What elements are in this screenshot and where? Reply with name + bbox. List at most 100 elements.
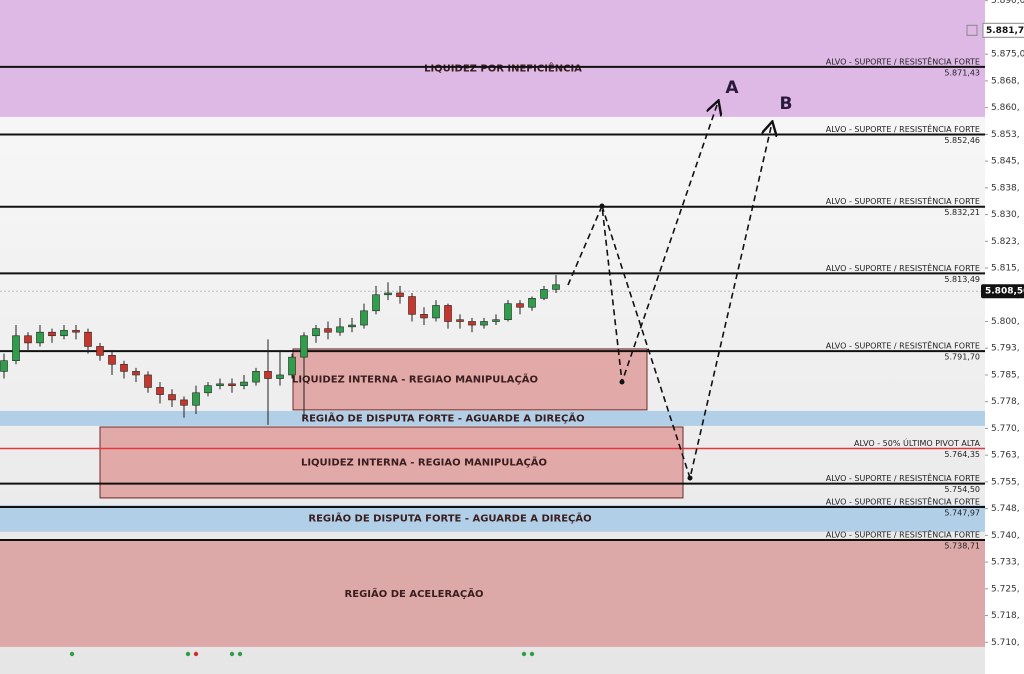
candle-body: [408, 296, 416, 315]
zone: [292, 348, 648, 411]
candle-body: [48, 331, 56, 337]
candle-body: [276, 374, 284, 379]
y-tick-label: 5.800,: [991, 317, 1020, 327]
candle-body: [204, 385, 212, 394]
zone-label: REGIÃO DE ACELERAÇÃO: [345, 587, 484, 600]
candle-body: [156, 387, 164, 395]
zone: [0, 0, 985, 117]
level-label: ALVO - SUPORTE / RESISTÊNCIA FORTE: [826, 528, 980, 539]
candle-body: [228, 383, 236, 386]
zone: [0, 410, 985, 426]
candle-body: [312, 328, 320, 337]
zone-label: LIQUIDEZ INTERNA - REGIAO MANIPULAÇÃO: [292, 372, 538, 385]
y-tick-label: 5.740,: [991, 531, 1020, 541]
level-label: ALVO - SUPORTE / RESISTÊNCIA FORTE: [826, 472, 980, 483]
annotation: A: [725, 78, 739, 98]
candle-body: [120, 363, 128, 372]
zone-label: REGIÃO DE DISPUTA FORTE - AGUARDE A DIRE…: [301, 411, 584, 424]
pivot-dot: [599, 203, 605, 209]
level-price: 5.747,97: [944, 508, 980, 517]
signal-dot: [69, 651, 75, 657]
level-label: ALVO - SUPORTE / RESISTÊNCIA FORTE: [826, 55, 980, 66]
candle-body: [36, 331, 44, 344]
level-label: ALVO - SUPORTE / RESISTÊNCIA FORTE: [826, 195, 980, 206]
candle-body: [444, 305, 452, 322]
signal-dot: [185, 651, 191, 657]
candle-body: [300, 335, 308, 358]
level-label: ALVO - SUPORTE / RESISTÊNCIA FORTE: [826, 495, 980, 506]
y-tick-label: 5.868,: [991, 76, 1020, 86]
candle-body: [24, 335, 32, 344]
level-label: ALVO - SUPORTE / RESISTÊNCIA FORTE: [826, 340, 980, 351]
y-tick-label: 5.853,: [991, 130, 1020, 140]
zone: [99, 426, 684, 499]
candle-body: [432, 305, 440, 319]
level-label: ALVO - SUPORTE / RESISTÊNCIA FORTE: [826, 123, 980, 134]
y-tick-label: 5.778,: [991, 397, 1020, 407]
candle-body: [60, 330, 68, 337]
candle-body: [0, 360, 8, 372]
y-tick-label: 5.815,: [991, 264, 1020, 274]
pivot-dot: [619, 379, 625, 385]
candle-body: [492, 319, 500, 322]
candle-body: [528, 298, 536, 308]
candle-body: [132, 371, 140, 376]
candle-body: [72, 330, 80, 333]
y-tick-label: 5.763,: [991, 451, 1020, 461]
candle-body: [144, 374, 152, 388]
candle-body: [384, 292, 392, 296]
candle-body: [468, 321, 476, 326]
candle-body: [108, 355, 116, 365]
candle-body: [504, 303, 512, 321]
candle-body: [360, 310, 368, 326]
y-tick-label: 5.725,: [991, 584, 1020, 594]
candle-body: [96, 346, 104, 356]
candle-body: [180, 399, 188, 406]
crosshair-icon: [966, 24, 978, 36]
candle-body: [324, 328, 332, 333]
candle-body: [420, 314, 428, 319]
current-price-label: 5.808,50: [985, 287, 1024, 297]
zone: [0, 541, 985, 647]
candle-body: [396, 292, 404, 297]
signal-dot: [529, 651, 535, 657]
candle-body: [168, 394, 176, 401]
y-tick-label: 5.823,: [991, 237, 1020, 247]
y-tick-label: 5.890,0: [991, 0, 1024, 6]
projection: [567, 102, 772, 481]
level-price: 5.791,70: [944, 353, 980, 362]
candle-body: [372, 294, 380, 312]
signal-dots: [69, 651, 535, 657]
candle-body: [252, 371, 260, 383]
level-price: 5.754,50: [944, 485, 980, 494]
level-price: 5.813,49: [944, 275, 980, 284]
y-tick-label: 5.845,: [991, 157, 1020, 167]
projection-path-a: [567, 102, 718, 383]
y-tick-label: 5.733,: [991, 558, 1020, 568]
signal-dot: [229, 651, 235, 657]
signal-dot: [193, 651, 199, 657]
level-label: ALVO - 50% ÚLTIMO PIVOT ALTA: [854, 437, 981, 448]
y-tick-label: 5.718,: [991, 611, 1020, 621]
candle-body: [456, 319, 464, 322]
candle-body: [192, 392, 200, 406]
candle-body: [516, 303, 524, 308]
price-axis-background: [985, 0, 1024, 674]
candle-body: [480, 321, 488, 326]
candle-body: [264, 371, 272, 379]
candle-body: [240, 381, 248, 386]
y-tick-label: 5.830,: [991, 210, 1020, 220]
zone-label: REGIÃO DE DISPUTA FORTE - AGUARDE A DIRE…: [308, 511, 591, 524]
y-tick-label: 5.793,: [991, 344, 1020, 354]
candle-body: [216, 383, 224, 386]
y-tick-label: 5.838,: [991, 183, 1020, 193]
candle-body: [348, 324, 356, 328]
crosshair-price-label: 5.881,7: [986, 26, 1024, 36]
y-tick-label: 5.748,: [991, 504, 1020, 514]
zone-label: LIQUIDEZ INTERNA - REGIAO MANIPULAÇÃO: [301, 455, 547, 468]
y-tick-label: 5.860,: [991, 103, 1020, 113]
level-price: 5.852,46: [944, 136, 980, 145]
y-tick-label: 5.755,: [991, 477, 1020, 487]
y-tick-label: 5.785,: [991, 370, 1020, 380]
